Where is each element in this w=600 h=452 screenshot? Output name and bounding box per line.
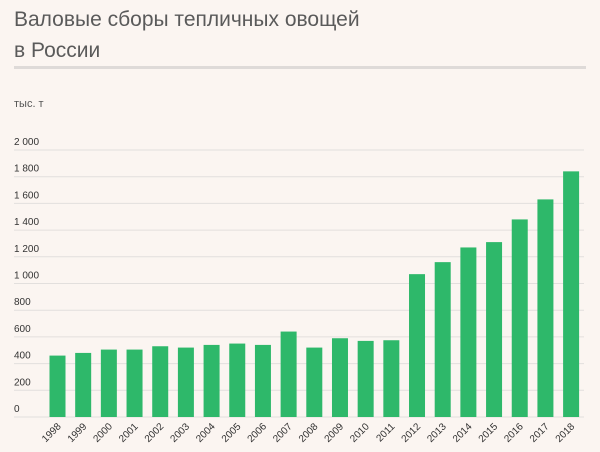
y-tick-label: 600	[14, 324, 31, 335]
bar-2016	[511, 219, 528, 417]
y-axis-unit-label: тыс. т	[14, 98, 44, 110]
bar-2000	[100, 349, 117, 417]
bar-2018	[563, 171, 580, 417]
x-tick-label: 2016	[502, 421, 526, 445]
x-tick-label: 2005	[220, 421, 244, 445]
chart-title-line-2: в России	[14, 39, 101, 62]
x-tick-label: 2010	[348, 421, 372, 445]
x-tick-label: 2018	[554, 421, 578, 445]
x-tick-label: 2006	[246, 421, 270, 445]
chart-title: Валовые сборы тепличных овощей в России	[14, 4, 574, 66]
bar-2006	[254, 344, 271, 417]
bar-2007	[280, 331, 297, 417]
bar-2009	[331, 338, 348, 417]
y-tick-label: 1 200	[14, 244, 39, 255]
y-tick-label: 200	[14, 377, 31, 388]
y-tick-label: 1 800	[14, 164, 39, 175]
title-divider	[14, 66, 586, 69]
x-tick-label: 1999	[66, 421, 90, 445]
y-tick-label: 400	[14, 351, 31, 362]
bar-2017	[537, 199, 554, 417]
bar-2003	[177, 347, 194, 417]
bar-2010	[357, 340, 374, 417]
y-tick-label: 0	[14, 404, 20, 415]
bar-2015	[486, 242, 503, 417]
bar-2001	[126, 349, 143, 417]
x-tick-label: 1998	[40, 421, 64, 445]
x-tick-label: 2004	[194, 421, 218, 445]
x-tick-label: 2000	[91, 421, 115, 445]
bar-2014	[460, 247, 477, 417]
bars	[49, 171, 580, 417]
x-tick-label: 2007	[271, 421, 295, 445]
x-tick-label: 2014	[451, 421, 475, 445]
bar-2012	[409, 274, 426, 417]
bar-2005	[229, 343, 246, 417]
x-tick-label: 2009	[323, 421, 347, 445]
bar-2008	[306, 347, 323, 417]
x-tick-label: 2011	[374, 421, 397, 444]
bar-1998	[49, 355, 66, 417]
bar-2011	[383, 340, 400, 417]
y-tick-label: 1 400	[14, 217, 39, 228]
x-tick-label: 2012	[400, 421, 424, 445]
chart-title-line-1: Валовые сборы тепличных овощей	[14, 8, 360, 31]
x-tick-label: 2003	[169, 421, 193, 445]
bar-2002	[152, 346, 169, 417]
x-tick-label: 2002	[143, 421, 167, 445]
x-tick-label: 2001	[117, 421, 141, 445]
x-tick-label: 2017	[528, 421, 552, 445]
bar-2013	[434, 262, 451, 417]
y-tick-label: 1 600	[14, 190, 39, 201]
y-tick-label: 2 000	[14, 137, 39, 148]
x-tick-label: 2008	[297, 421, 321, 445]
bar-1999	[75, 352, 92, 417]
x-axis-tick-labels: 1998 1999 2000 2001 2002 2003 2004 2005 2006 2007…	[40, 421, 577, 445]
y-tick-label: 800	[14, 297, 31, 308]
y-axis-tick-labels: 0 200 400 600 800 1 000 1 200 1 400 1 600 1 800 2 …	[14, 137, 39, 415]
x-tick-label: 2013	[425, 421, 449, 445]
bar-2004	[203, 344, 220, 417]
x-tick-label: 2015	[477, 421, 501, 445]
y-tick-label: 1 000	[14, 271, 39, 282]
